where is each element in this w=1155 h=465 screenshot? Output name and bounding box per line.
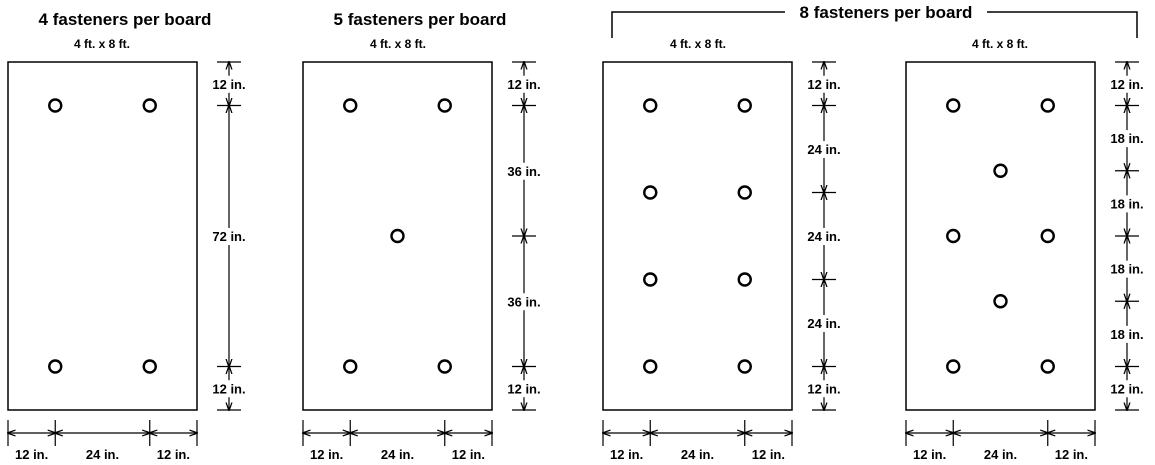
fastener-hole xyxy=(1040,98,1055,113)
vertical-dimension-label: 12 in. xyxy=(1110,381,1143,396)
vertical-dimension-label: 24 in. xyxy=(807,229,840,244)
vertical-dimension-label: 18 in. xyxy=(1110,131,1143,146)
horizontal-dimension-label: 12 in. xyxy=(452,447,485,462)
label-background xyxy=(506,75,542,93)
horizontal-dimension-label: 12 in. xyxy=(610,447,643,462)
fastener-hole xyxy=(643,272,658,287)
label-background xyxy=(1109,325,1145,343)
fastener-hole xyxy=(737,98,752,113)
vertical-dimension-label: 12 in. xyxy=(807,381,840,396)
fastener-hole xyxy=(737,185,752,200)
label-background xyxy=(211,228,247,245)
vertical-dimension-label: 18 in. xyxy=(1110,196,1143,211)
label-background xyxy=(1109,75,1145,93)
horizontal-dimension-label: 12 in. xyxy=(1055,447,1088,462)
label-background xyxy=(1109,195,1145,213)
horizontal-dimension-label: 24 in. xyxy=(86,447,119,462)
horizontal-dimension-label: 12 in. xyxy=(752,447,785,462)
label-background xyxy=(506,380,542,398)
fastener-hole xyxy=(643,185,658,200)
label-background xyxy=(1109,380,1145,398)
board-outline xyxy=(905,61,1096,411)
horizontal-dimension-label: 24 in. xyxy=(381,447,414,462)
vertical-dimension-label: 12 in. xyxy=(212,381,245,396)
vertical-dimension-label: 12 in. xyxy=(212,77,245,92)
fastener-hole xyxy=(643,98,658,113)
horizontal-dimension-label: 12 in. xyxy=(913,447,946,462)
label-background xyxy=(506,293,542,311)
boards-layer: 12 in. 72 in. 12 in. 12 in. 24 in. 12 in. 12 i… xyxy=(8,62,1145,462)
label-background xyxy=(806,141,842,158)
vertical-dimension-label: 12 in. xyxy=(807,77,840,92)
fastener-hole xyxy=(737,359,752,374)
vertical-dimension-label: 18 in. xyxy=(1110,262,1143,277)
label-background xyxy=(806,75,842,93)
title-5-fasteners: 5 fasteners per board xyxy=(334,10,507,29)
label-background xyxy=(806,315,842,332)
horizontal-dimension-label: 24 in. xyxy=(681,447,714,462)
fastener-hole xyxy=(737,272,752,287)
fastener-hole xyxy=(142,359,157,374)
fastener-hole xyxy=(1040,359,1055,374)
fastener-hole xyxy=(142,98,157,113)
fastener-hole xyxy=(437,98,452,113)
fastener-hole xyxy=(946,228,961,244)
vertical-dimension-label: 12 in. xyxy=(507,381,540,396)
vertical-dimension-label: 36 in. xyxy=(507,294,540,309)
board-outline xyxy=(302,61,493,411)
board-outline xyxy=(7,61,198,411)
fastener-hole xyxy=(390,228,405,244)
vertical-dimension-label: 12 in. xyxy=(1110,77,1143,92)
board-size-label: 4 ft. x 8 ft. xyxy=(972,37,1028,51)
board-size-label: 4 ft. x 8 ft. xyxy=(670,37,726,51)
label-background xyxy=(211,380,247,398)
fastener-hole xyxy=(946,359,961,374)
fastener-hole xyxy=(993,294,1008,309)
board-size-label: 4 ft. x 8 ft. xyxy=(370,37,426,51)
vertical-dimension-label: 36 in. xyxy=(507,164,540,179)
group-bracket-right xyxy=(987,11,1138,38)
horizontal-dimension-label: 12 in. xyxy=(157,447,190,462)
fastener-hole xyxy=(343,98,358,113)
horizontal-dimension-label: 12 in. xyxy=(15,447,48,462)
fastener-hole xyxy=(946,98,961,113)
horizontal-dimension-label: 12 in. xyxy=(310,447,343,462)
label-background xyxy=(506,162,542,180)
vertical-dimension-label: 72 in. xyxy=(212,229,245,244)
label-background xyxy=(1109,260,1145,278)
fastener-hole xyxy=(48,98,63,113)
vertical-dimension-label: 12 in. xyxy=(507,77,540,92)
fastener-hole xyxy=(48,359,63,374)
vertical-dimension-label: 18 in. xyxy=(1110,327,1143,342)
fastener-hole xyxy=(437,359,452,374)
fastener-hole xyxy=(343,359,358,374)
label-background xyxy=(806,380,842,398)
label-background xyxy=(806,228,842,245)
fastener-hole xyxy=(1040,228,1055,244)
board-outline xyxy=(602,61,793,411)
title-4-fasteners: 4 fasteners per board xyxy=(39,10,212,29)
fastener-hole xyxy=(643,359,658,374)
label-background xyxy=(211,75,247,93)
vertical-dimension-label: 24 in. xyxy=(807,142,840,157)
vertical-dimension-label: 24 in. xyxy=(807,316,840,331)
horizontal-dimension-label: 24 in. xyxy=(984,447,1017,462)
fastener-hole xyxy=(993,163,1008,178)
title-8-fasteners: 8 fasteners per board xyxy=(800,3,973,22)
group-bracket-left xyxy=(611,11,785,38)
board-size-label: 4 ft. x 8 ft. xyxy=(74,37,130,51)
label-background xyxy=(1109,130,1145,148)
